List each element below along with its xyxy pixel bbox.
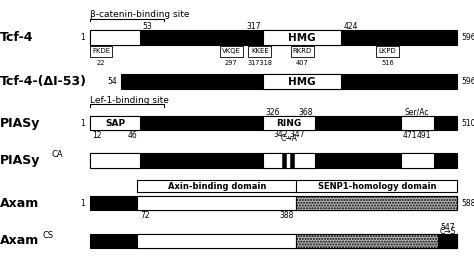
Text: 342,347: 342,347 xyxy=(273,130,305,139)
Text: 72: 72 xyxy=(140,211,149,220)
Bar xyxy=(90,116,457,130)
Text: 12: 12 xyxy=(92,131,102,140)
Text: 516: 516 xyxy=(382,60,394,66)
Text: PIASy: PIASy xyxy=(0,154,40,167)
Bar xyxy=(438,234,457,248)
Bar xyxy=(291,46,314,57)
Bar xyxy=(137,234,296,248)
Text: 46: 46 xyxy=(128,131,137,140)
Text: 471: 471 xyxy=(403,131,418,140)
Bar xyxy=(90,153,140,168)
Text: SENP1-homology domain: SENP1-homology domain xyxy=(318,182,436,191)
Bar xyxy=(90,234,457,248)
Bar xyxy=(263,116,315,130)
Text: C→S: C→S xyxy=(440,227,456,236)
Text: CA: CA xyxy=(51,150,63,159)
Text: PIASy: PIASy xyxy=(0,117,40,130)
Bar xyxy=(296,196,457,210)
Text: 297: 297 xyxy=(225,60,237,66)
Text: RKRD: RKRD xyxy=(293,48,312,54)
Text: 54: 54 xyxy=(107,77,117,86)
Text: 424: 424 xyxy=(344,22,358,31)
Bar xyxy=(90,153,457,168)
Bar xyxy=(137,180,457,192)
Bar xyxy=(121,74,457,89)
Bar xyxy=(263,31,341,45)
Text: Axam: Axam xyxy=(0,197,39,210)
Bar xyxy=(90,116,140,130)
Bar xyxy=(401,116,434,130)
Text: KKEE: KKEE xyxy=(251,48,269,54)
Bar xyxy=(220,46,243,57)
Text: RING: RING xyxy=(276,119,302,127)
Text: 596: 596 xyxy=(461,33,474,42)
Bar xyxy=(282,153,286,168)
Bar xyxy=(90,196,457,210)
Text: VKQE: VKQE xyxy=(222,48,241,54)
Bar xyxy=(90,46,112,57)
Text: 22: 22 xyxy=(97,60,105,66)
Text: Axin-binding domain: Axin-binding domain xyxy=(168,182,266,191)
Text: SAP: SAP xyxy=(105,119,125,127)
Text: 596: 596 xyxy=(461,77,474,86)
Text: β-catenin-binding site: β-catenin-binding site xyxy=(90,10,190,19)
Text: 1: 1 xyxy=(81,33,85,42)
Text: 317318: 317318 xyxy=(247,60,272,66)
Text: 510: 510 xyxy=(461,119,474,127)
Bar xyxy=(290,153,294,168)
Text: HMG: HMG xyxy=(288,33,316,42)
Text: 547: 547 xyxy=(441,223,455,232)
Text: 388: 388 xyxy=(280,211,294,220)
Text: 588: 588 xyxy=(461,199,474,208)
Text: Axam: Axam xyxy=(0,234,39,247)
Bar xyxy=(296,234,438,248)
Text: 368: 368 xyxy=(298,107,313,117)
Text: 317: 317 xyxy=(246,22,261,31)
Text: FKDE: FKDE xyxy=(92,48,110,54)
Text: Tcf-4-(ΔI-53): Tcf-4-(ΔI-53) xyxy=(0,75,87,88)
Bar xyxy=(90,31,140,45)
Text: C→A: C→A xyxy=(281,134,298,143)
Bar xyxy=(263,153,315,168)
Text: 1: 1 xyxy=(81,119,85,127)
Text: Ser/Ac: Ser/Ac xyxy=(405,107,429,117)
Bar xyxy=(90,31,457,45)
Bar xyxy=(248,46,271,57)
Bar xyxy=(376,46,399,57)
Text: HMG: HMG xyxy=(288,77,316,87)
Text: 1: 1 xyxy=(81,199,85,208)
Text: CS: CS xyxy=(43,231,54,240)
Text: 326: 326 xyxy=(265,107,280,117)
Bar xyxy=(137,196,296,210)
Bar xyxy=(401,153,434,168)
Text: 53: 53 xyxy=(142,22,152,31)
Text: Tcf-4: Tcf-4 xyxy=(0,31,34,44)
Text: LKPD: LKPD xyxy=(379,48,397,54)
Text: Lef-1-binding site: Lef-1-binding site xyxy=(90,96,169,105)
Text: 491: 491 xyxy=(417,131,431,140)
Bar xyxy=(263,74,341,89)
Text: 407: 407 xyxy=(296,60,309,66)
